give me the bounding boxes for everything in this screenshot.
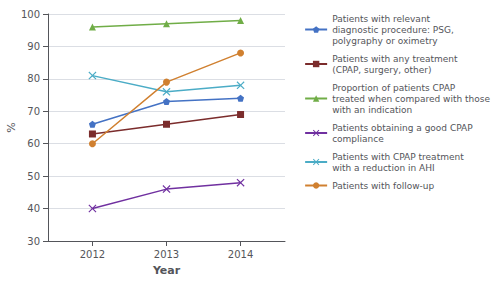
svg-text:(CPAP, surgery, other): (CPAP, surgery, other) <box>332 65 431 75</box>
svg-text:Proportion of patients CPAP: Proportion of patients CPAP <box>332 83 456 93</box>
svg-text:Patients with follow-up: Patients with follow-up <box>332 181 434 191</box>
svg-text:polygraphy or oximetry: polygraphy or oximetry <box>332 36 438 46</box>
svg-text:Patients with any treatment: Patients with any treatment <box>332 54 458 64</box>
svg-text:50: 50 <box>27 171 40 182</box>
svg-text:2014: 2014 <box>228 249 253 260</box>
svg-text:with a reduction in AHI: with a reduction in AHI <box>332 163 434 173</box>
svg-text:30: 30 <box>27 236 40 247</box>
svg-text:90: 90 <box>27 41 40 52</box>
svg-text:Patients obtaining a good CPAP: Patients obtaining a good CPAP <box>332 123 473 133</box>
svg-text:60: 60 <box>27 138 40 149</box>
svg-text:100: 100 <box>21 9 40 20</box>
svg-text:diagnostic procedure: PSG,: diagnostic procedure: PSG, <box>332 25 454 35</box>
svg-text:2012: 2012 <box>80 249 105 260</box>
svg-text:70: 70 <box>27 106 40 117</box>
svg-text:80: 80 <box>27 73 40 84</box>
svg-text:with an indication: with an indication <box>332 105 412 115</box>
svg-text:Patients with CPAP treatment: Patients with CPAP treatment <box>332 152 464 162</box>
svg-text:%: % <box>5 122 18 132</box>
svg-text:Patients with relevant: Patients with relevant <box>332 14 430 24</box>
svg-text:compliance: compliance <box>332 134 384 144</box>
svg-text:40: 40 <box>27 203 40 214</box>
svg-text:treated when compared with tho: treated when compared with those <box>332 94 490 104</box>
svg-text:2013: 2013 <box>154 249 179 260</box>
svg-text:Year: Year <box>152 264 181 277</box>
